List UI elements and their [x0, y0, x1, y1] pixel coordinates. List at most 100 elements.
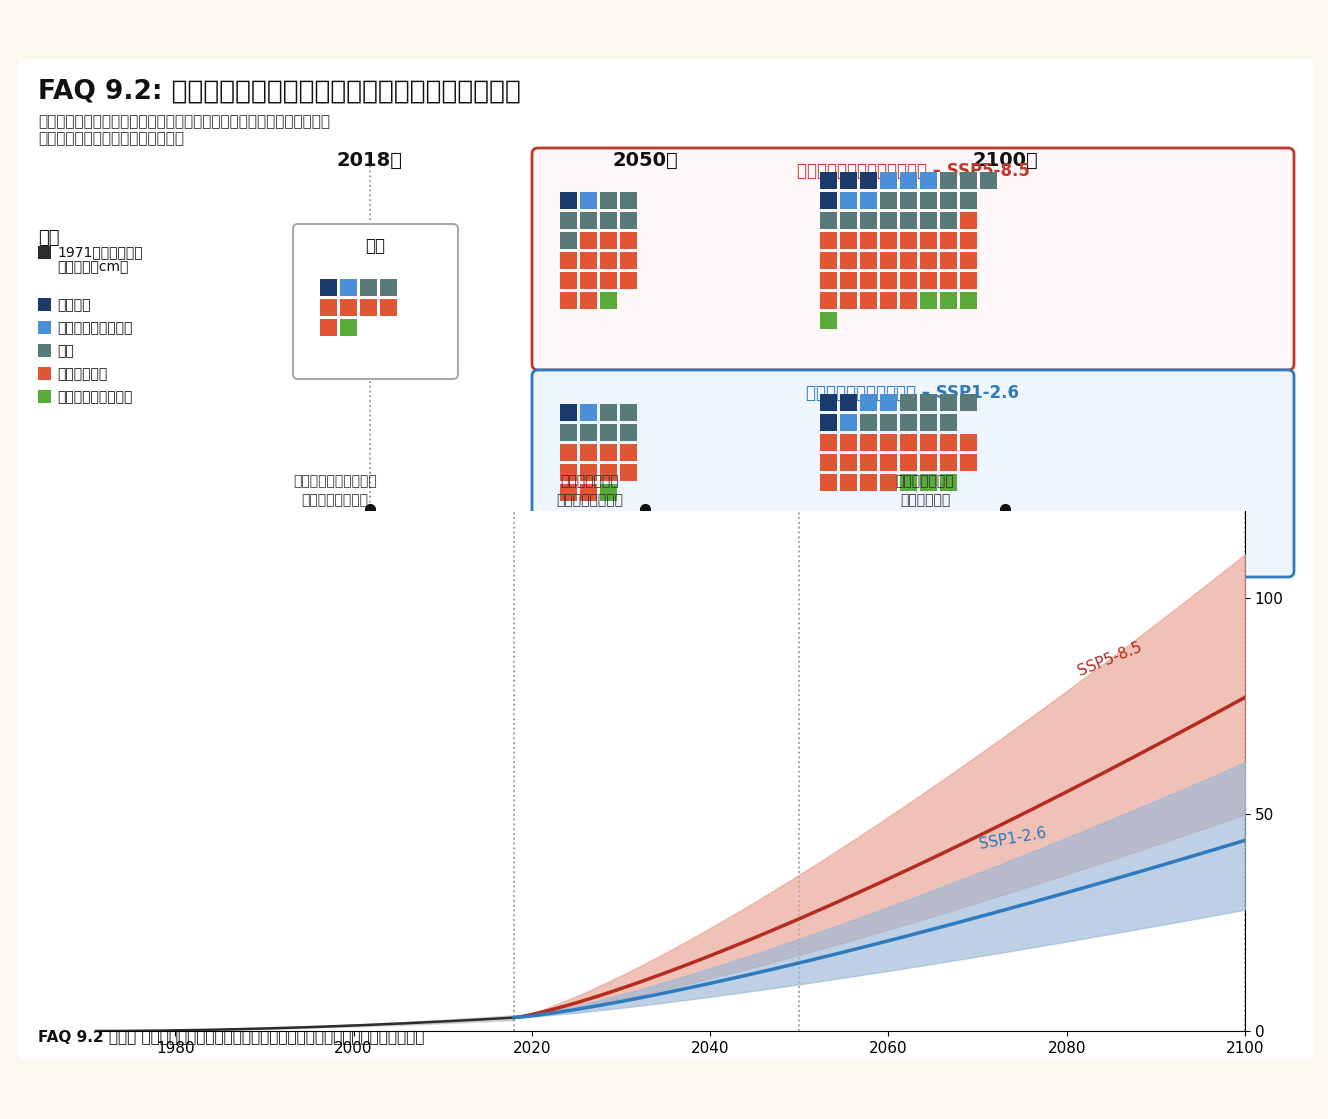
Text: 水位上昇（cm）: 水位上昇（cm） — [57, 260, 129, 274]
Bar — [920, 272, 938, 289]
Bar — [900, 292, 918, 309]
Bar — [560, 252, 576, 269]
Bar — [861, 232, 876, 250]
Bar — [580, 404, 598, 421]
Bar — [560, 232, 576, 250]
Text: SSP5-8.5: SSP5-8.5 — [1076, 639, 1145, 678]
Bar — [580, 192, 598, 209]
Bar — [900, 272, 918, 289]
Text: 排出量が少ないシナリオ – SSP1-2.6: 排出量が少ないシナリオ – SSP1-2.6 — [806, 384, 1020, 402]
Bar — [960, 192, 977, 209]
Text: SSP1-2.6: SSP1-2.6 — [977, 826, 1048, 852]
Bar — [900, 454, 918, 471]
Bar — [580, 424, 598, 441]
Bar — [861, 192, 876, 209]
Bar — [600, 232, 618, 250]
FancyBboxPatch shape — [533, 370, 1293, 577]
Bar — [819, 292, 837, 309]
Bar — [940, 454, 957, 471]
Bar — [19, 59, 1313, 1059]
Bar — [340, 319, 357, 336]
Bar — [600, 272, 618, 289]
Bar — [900, 252, 918, 269]
Bar — [620, 404, 637, 421]
Bar — [940, 211, 957, 229]
Bar — [861, 394, 876, 411]
Bar — [819, 474, 837, 491]
Bar — [920, 394, 938, 411]
Bar — [320, 319, 337, 336]
Bar — [380, 299, 397, 316]
Bar — [960, 394, 977, 411]
Bar — [600, 252, 618, 269]
Bar — [819, 172, 837, 189]
Bar — [580, 272, 598, 289]
Bar — [960, 454, 977, 471]
Bar — [861, 292, 876, 309]
Bar — [920, 474, 938, 491]
Text: 氷河: 氷河 — [57, 344, 74, 358]
FancyBboxPatch shape — [293, 224, 458, 379]
Bar — [900, 172, 918, 189]
Bar — [880, 292, 896, 309]
Bar — [39, 391, 50, 403]
Text: 2050年: 2050年 — [612, 151, 677, 170]
Bar — [600, 404, 618, 421]
Bar — [819, 252, 837, 269]
Text: 観測: 観測 — [365, 237, 385, 255]
Bar — [920, 414, 938, 431]
Bar — [960, 272, 977, 289]
Bar — [560, 211, 576, 229]
Bar — [580, 485, 598, 501]
Bar — [900, 414, 918, 431]
Text: 陸域に谯蔵される水: 陸域に谯蔵される水 — [57, 391, 133, 404]
Bar — [940, 474, 957, 491]
Bar — [841, 172, 857, 189]
Text: 1971年以限の海面: 1971年以限の海面 — [57, 245, 142, 258]
Bar — [620, 232, 637, 250]
Bar — [380, 279, 397, 297]
Text: 排出シナリオは今後数十年間の海面水位上昇にほとんど影響しないが、: 排出シナリオは今後数十年間の海面水位上昇にほとんど影響しないが、 — [39, 114, 329, 129]
Bar — [900, 192, 918, 209]
Bar — [560, 272, 576, 289]
Bar — [620, 444, 637, 461]
Bar — [819, 454, 837, 471]
Text: 海面水位上昇の速度は
近年増加している: 海面水位上昇の速度は 近年増加している — [293, 474, 377, 508]
Bar — [620, 252, 637, 269]
Text: シナリオによる
差異が大きい: シナリオによる 差異が大きい — [895, 474, 955, 508]
Bar — [600, 444, 618, 461]
Bar — [880, 454, 896, 471]
Bar — [900, 474, 918, 491]
Bar — [960, 172, 977, 189]
Bar — [861, 272, 876, 289]
Bar — [819, 394, 837, 411]
Bar — [600, 485, 618, 501]
Bar — [940, 272, 957, 289]
Bar — [940, 172, 957, 189]
Bar — [841, 454, 857, 471]
Bar — [620, 211, 637, 229]
Bar — [39, 246, 50, 258]
Text: 2018年: 2018年 — [337, 151, 402, 170]
Bar — [880, 252, 896, 269]
Bar — [940, 252, 957, 269]
Bar — [900, 211, 918, 229]
Bar — [560, 485, 576, 501]
Bar — [920, 434, 938, 451]
Bar — [360, 279, 377, 297]
Bar — [340, 279, 357, 297]
Bar — [580, 252, 598, 269]
Bar — [880, 211, 896, 229]
Bar — [580, 444, 598, 461]
Bar — [880, 394, 896, 411]
Bar — [841, 192, 857, 209]
Bar — [819, 232, 837, 250]
Bar — [960, 292, 977, 309]
Bar — [940, 192, 957, 209]
Bar — [880, 272, 896, 289]
Bar — [841, 394, 857, 411]
Bar — [861, 434, 876, 451]
Bar — [920, 232, 938, 250]
Bar — [819, 272, 837, 289]
Bar — [940, 394, 957, 411]
